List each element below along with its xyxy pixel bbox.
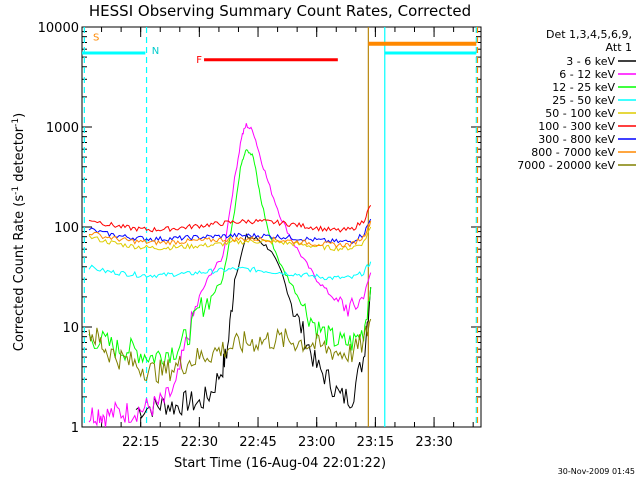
x-axis-label: Start Time (16-Aug-04 22:01:22)	[174, 456, 386, 471]
legend-entry: 25 - 50 keV	[552, 94, 615, 107]
x-tick-label: 22:15	[122, 435, 159, 450]
legend-entry: 12 - 25 keV	[552, 81, 615, 94]
x-tick-label: 23:00	[298, 435, 335, 450]
flag-label: N	[152, 46, 159, 57]
series-group	[82, 27, 479, 427]
y-tick-label: 100	[54, 221, 79, 236]
series-line	[88, 218, 372, 245]
legend-header: Att 1	[606, 41, 632, 54]
legend-entry: 300 - 800 keV	[538, 133, 615, 146]
y-tick-label: 10000	[38, 21, 79, 36]
series-line	[88, 149, 372, 366]
x-tick-label: 22:45	[239, 435, 276, 450]
x-tick-label: 23:30	[415, 435, 452, 450]
legend-entry: 3 - 6 keV	[566, 55, 615, 68]
series-line	[88, 261, 372, 281]
y-tick-label: 10	[62, 321, 79, 336]
legend-entry: 50 - 100 keV	[545, 107, 615, 120]
legend-header: Det 1,3,4,5,6,9,	[546, 28, 632, 41]
legend-entry: 7000 - 20000 keV	[517, 159, 615, 172]
flag-label: S	[93, 33, 99, 44]
x-tick-label: 23:15	[357, 435, 394, 450]
series-line	[135, 232, 372, 419]
y-tick-label: 1000	[46, 121, 79, 136]
plot-frame	[81, 26, 482, 428]
series-line	[88, 318, 372, 384]
series-line	[88, 205, 372, 233]
y-axis-label: Corrected Count Rate (s-1 detector-1)	[11, 113, 27, 351]
plot-axes: 1 10 100 1000 10000 22:15 22:30 22:45 23:00 23:15…	[38, 21, 482, 450]
flag-label: F	[196, 55, 202, 66]
footer-timestamp: 30-Nov-2009 01:45	[558, 467, 635, 476]
y-tick-label: 1	[71, 421, 79, 436]
legend-entry: 6 - 12 keV	[559, 68, 615, 81]
series-line	[88, 220, 372, 249]
legend-entry: 800 - 7000 keV	[531, 146, 615, 159]
x-tick-label: 22:30	[181, 435, 218, 450]
plot-marks: S N F	[82, 27, 479, 427]
series-line	[88, 123, 372, 427]
chart-title: HESSI Observing Summary Count Rates, Cor…	[89, 2, 471, 20]
legend-entry: 100 - 300 keV	[538, 120, 615, 133]
